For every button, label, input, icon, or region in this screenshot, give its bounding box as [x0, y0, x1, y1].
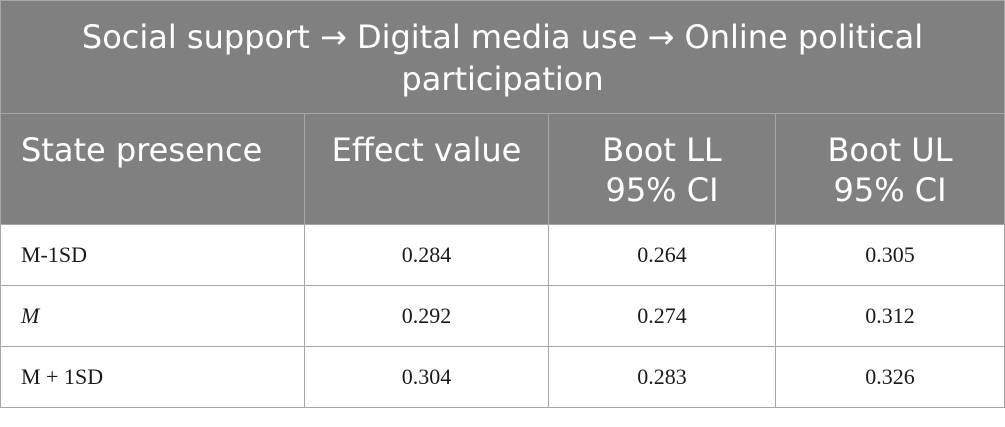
- boot-ll-cell: 0.274: [548, 285, 776, 347]
- results-table: Social support → Digital media use → Onl…: [0, 0, 1005, 408]
- boot-ul-cell: 0.305: [774, 224, 1005, 286]
- table-title: Social support → Digital media use → Onl…: [0, 0, 1005, 114]
- boot-ll-cell: 0.283: [548, 346, 776, 408]
- table-row: M + 1SD 0.304 0.283 0.326: [0, 346, 1005, 408]
- header-row: State presence Effect value Boot LL 95% …: [0, 113, 1005, 225]
- effect-value-cell: 0.292: [304, 285, 549, 347]
- column-header-boot-ll: Boot LL 95% CI: [548, 113, 776, 225]
- effect-value-cell: 0.284: [304, 224, 549, 286]
- column-header-state-presence: State presence: [0, 113, 305, 225]
- table-row: M-1SD 0.284 0.264 0.305: [0, 224, 1005, 286]
- row-label: M: [0, 285, 305, 347]
- effect-value-cell: 0.304: [304, 346, 549, 408]
- boot-ul-cell: 0.326: [774, 346, 1005, 408]
- column-header-boot-ul: Boot UL 95% CI: [774, 113, 1005, 225]
- boot-ul-cell: 0.312: [774, 285, 1005, 347]
- table-row: M 0.292 0.274 0.312: [0, 285, 1005, 347]
- row-label: M-1SD: [0, 224, 305, 286]
- title-row: Social support → Digital media use → Onl…: [0, 0, 1005, 114]
- row-label: M + 1SD: [0, 346, 305, 408]
- column-header-effect-value: Effect value: [304, 113, 549, 225]
- boot-ll-cell: 0.264: [548, 224, 776, 286]
